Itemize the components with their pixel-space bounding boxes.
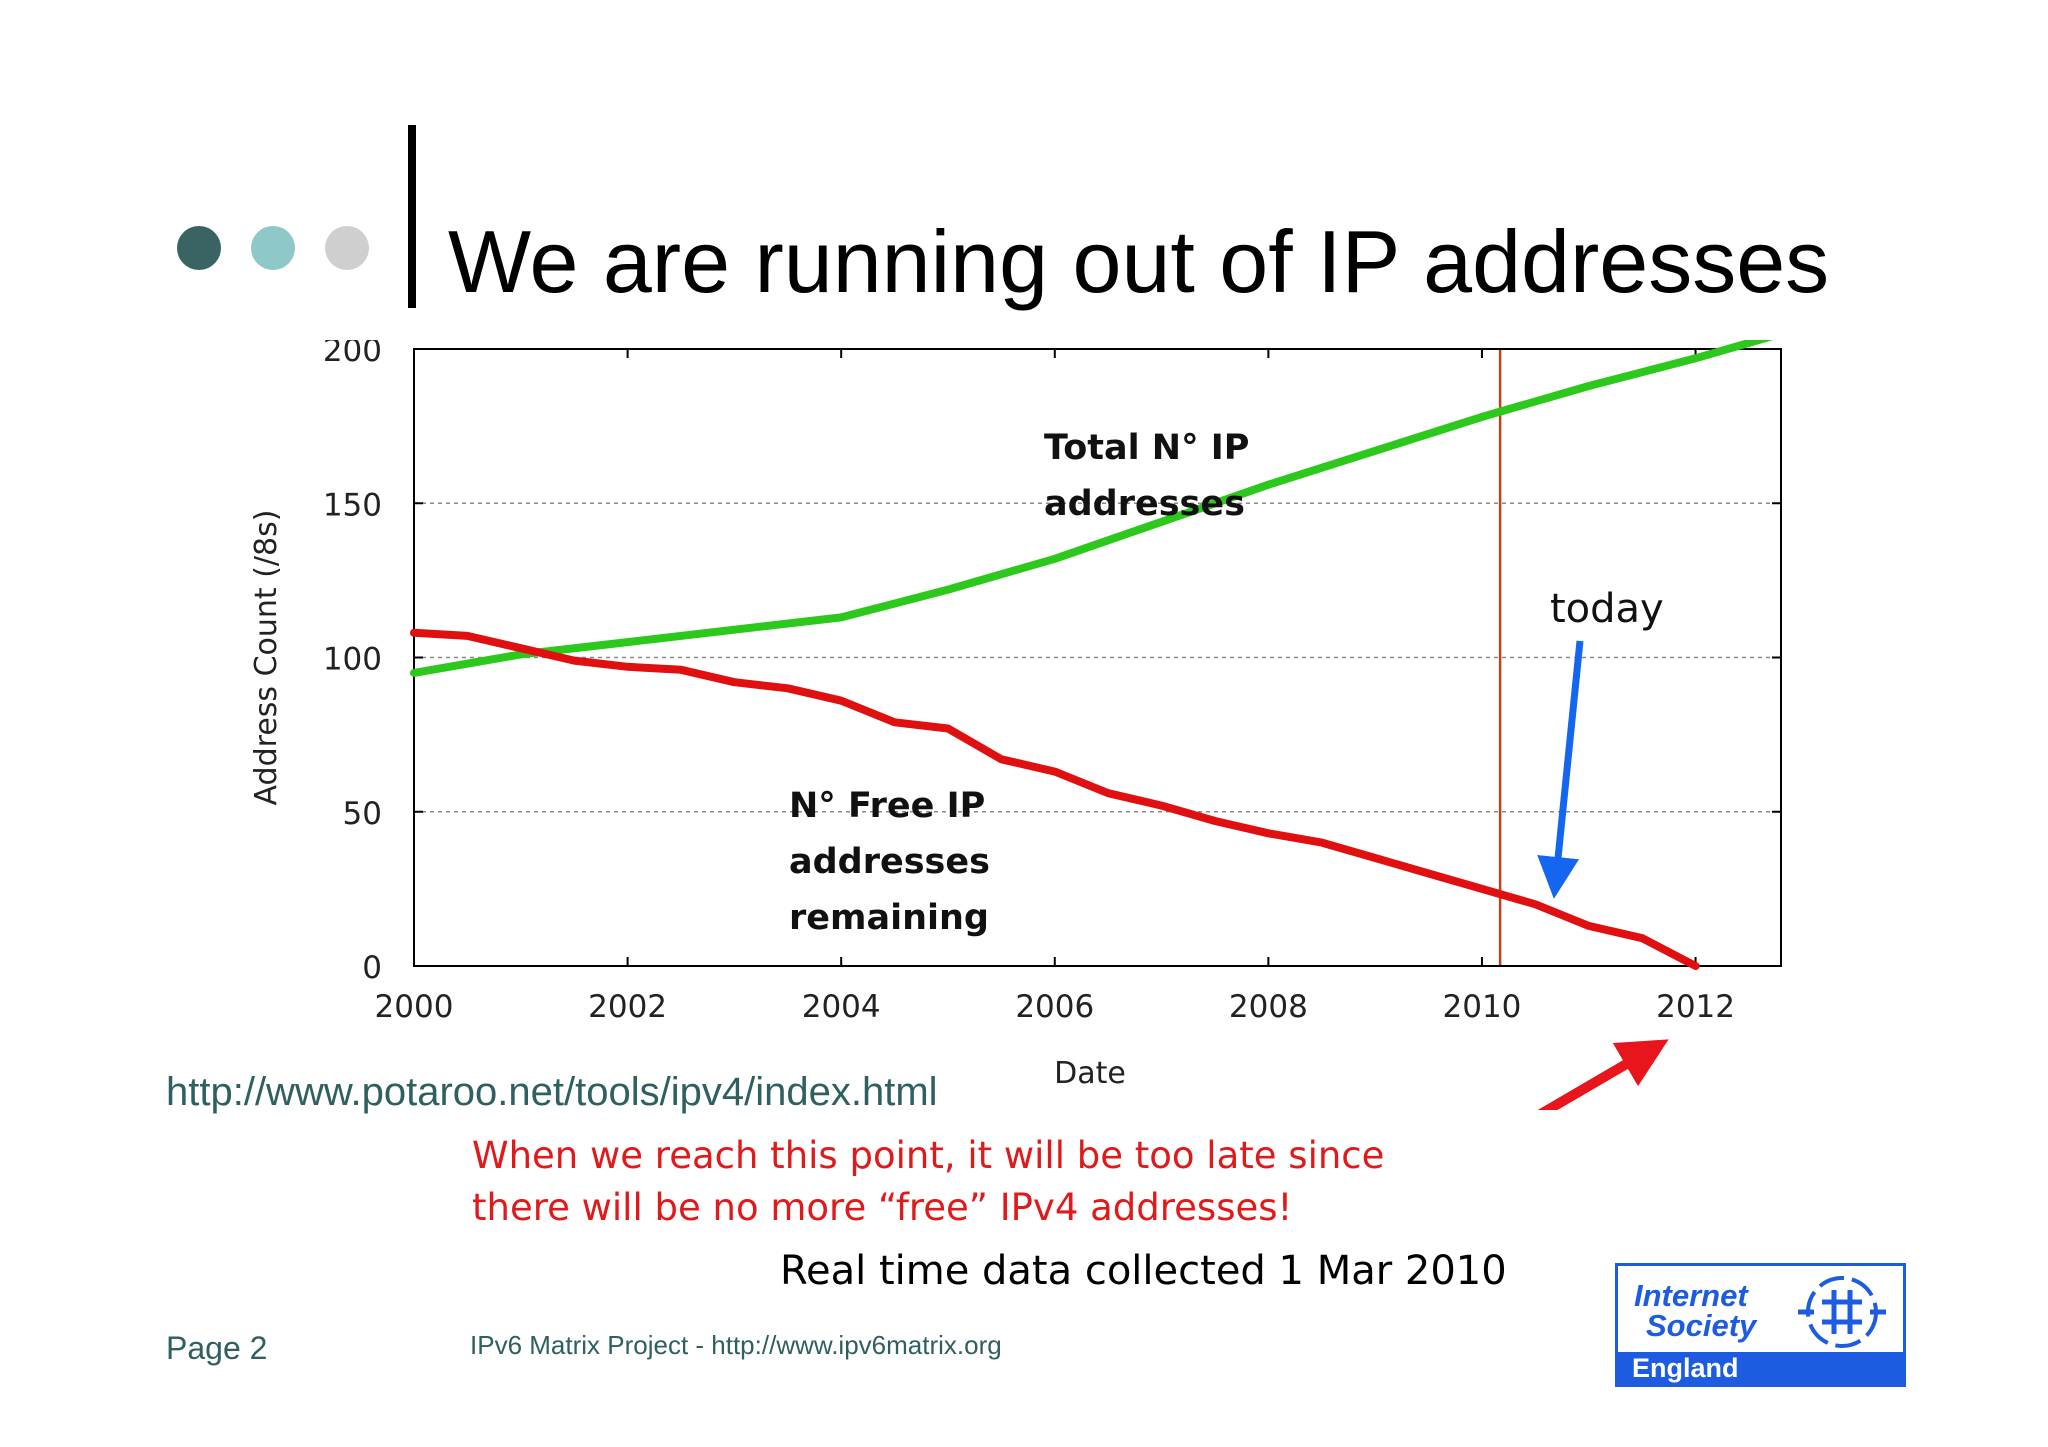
series-point-free-0	[410, 629, 418, 637]
collection-date-text: Real time data collected 1 Mar 2010	[780, 1248, 1507, 1294]
series-point-free-18	[1371, 854, 1379, 862]
series-point-total-0	[410, 669, 418, 677]
series-point-free-19	[1425, 869, 1433, 877]
page-number: Page 2	[166, 1330, 268, 1366]
series-point-total-8	[1264, 481, 1272, 489]
series-point-total-3	[730, 626, 738, 634]
series-point-free-6	[730, 678, 738, 686]
series-point-total-5	[944, 586, 952, 594]
x-axis-title: Date	[1054, 1056, 1126, 1091]
series-point-free-23	[1638, 934, 1646, 942]
series-point-free-5	[677, 666, 685, 674]
x-tick-label-2012: 2012	[1656, 989, 1735, 1025]
isoc-england-logo: Internet Society England	[1615, 1263, 1906, 1387]
chart-svg: 0 50 100 150 200 2000 2002 2004 2006 2008 2010 2012…	[249, 340, 1782, 1110]
globe-icon	[1798, 1276, 1886, 1348]
series-point-total-10	[1478, 413, 1486, 421]
series-point-total-4	[837, 613, 845, 621]
x-tick-label-2002: 2002	[588, 989, 667, 1025]
series-point-total-11	[1585, 382, 1593, 390]
series-line-total	[410, 340, 1774, 677]
series-point-free-15	[1211, 817, 1219, 825]
label-today: today	[1550, 586, 1664, 632]
chart-container: 0 50 100 150 200 2000 2002 2004 2006 2008 2010 2012…	[240, 340, 1790, 1110]
series-point-free-13	[1104, 789, 1112, 797]
series-point-free-21	[1531, 900, 1539, 908]
series-point-free-1	[463, 632, 471, 640]
series-point-free-10	[944, 724, 952, 732]
decor-dot-gray	[325, 226, 369, 270]
x-tick-label-2004: 2004	[802, 989, 881, 1025]
source-link[interactable]: http://www.potaroo.net/tools/ipv4/index.…	[166, 1070, 938, 1114]
series-point-total-7	[1158, 518, 1166, 526]
series-point-free-11	[997, 755, 1005, 763]
series-point-free-17	[1318, 839, 1326, 847]
label-free-line-3: remaining	[789, 898, 989, 938]
series-point-free-2	[517, 644, 525, 652]
x-tick-label-2000: 2000	[375, 989, 454, 1025]
series-point-total-6	[1051, 555, 1059, 563]
y-tick-label-100: 100	[323, 642, 382, 678]
logo-text-internet: Internet	[1634, 1278, 1748, 1313]
callout-arrow-icon	[1537, 1039, 1669, 1110]
y-axis-title: Address Count (/8s)	[249, 510, 284, 806]
series-point-total-2	[624, 638, 632, 646]
series-point-free-22	[1585, 922, 1593, 930]
series-point-free-3	[570, 657, 578, 665]
y-tick-label-0: 0	[362, 950, 382, 986]
x-tick-label-2006: 2006	[1015, 989, 1094, 1025]
series-point-free-7	[784, 684, 792, 692]
y-tick-label-150: 150	[323, 487, 382, 523]
series-point-total-12	[1692, 354, 1700, 362]
logo-text-england: England	[1632, 1353, 1739, 1383]
slide-title: We are running out of IP addresses	[448, 212, 1830, 311]
series-point-free-16	[1264, 829, 1272, 837]
logo-text-society: Society	[1646, 1308, 1757, 1343]
y-tick-label-200: 200	[323, 340, 382, 369]
callout-line-1: When we reach this point, it will be too…	[472, 1134, 1385, 1177]
series-point-free-14	[1158, 802, 1166, 810]
callout-note: When we reach this point, it will be too…	[472, 1130, 1384, 1234]
series-point-free-8	[837, 697, 845, 705]
label-total-line-2: addresses	[1044, 484, 1245, 524]
series-line-free	[410, 628, 1700, 970]
series-point-free-20	[1478, 885, 1486, 893]
today-arrow-icon	[1537, 640, 1584, 899]
series-point-free-12	[1051, 768, 1059, 776]
title-divider	[408, 125, 416, 308]
decor-dot-teal	[251, 226, 295, 270]
decor-dot-dark	[177, 226, 221, 270]
series-point-free-4	[624, 663, 632, 671]
series-point-total-9	[1371, 447, 1379, 455]
label-total-line-1: Total N° IP	[1044, 428, 1249, 468]
x-tick-label-2010: 2010	[1443, 989, 1522, 1025]
footer-project: IPv6 Matrix Project - http://www.ipv6mat…	[470, 1330, 1002, 1360]
callout-line-2: there will be no more “free” IPv4 addres…	[472, 1186, 1293, 1229]
logo-band: England	[1618, 1352, 1903, 1384]
series-point-free-9	[891, 718, 899, 726]
x-tick-label-2008: 2008	[1229, 989, 1308, 1025]
series-point-free-24	[1692, 962, 1700, 970]
label-free-line-2: addresses	[789, 842, 990, 882]
label-free-line-1: N° Free IP	[789, 786, 985, 826]
y-tick-label-50: 50	[343, 796, 382, 832]
